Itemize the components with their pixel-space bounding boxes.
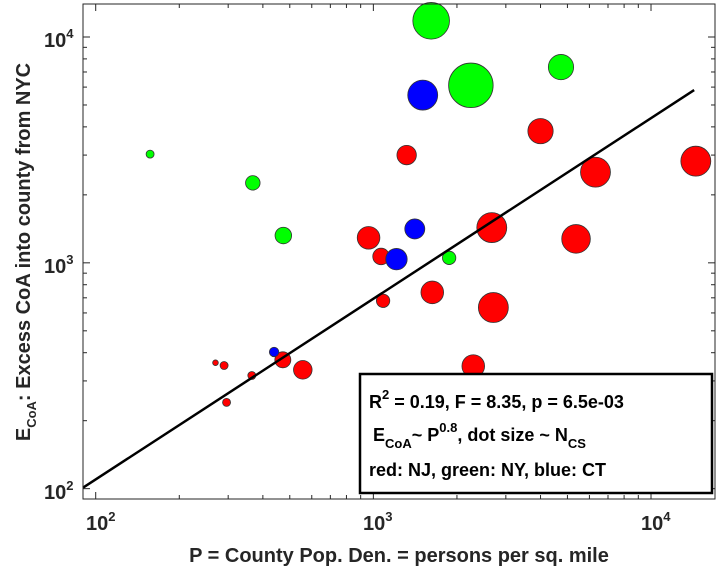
data-point-nj (476, 212, 508, 243)
data-point-nj (396, 144, 417, 166)
data-point-nj (375, 293, 391, 308)
fit-line (82, 89, 695, 489)
y-axis-label: ECoA: Excess CoA into county from NYC (13, 63, 39, 441)
data-point-ct (268, 346, 280, 358)
annotation-line-legend: red: NJ, green: NY, blue: CT (369, 460, 606, 480)
data-point-ny (448, 62, 494, 108)
data-point-ct (407, 79, 439, 111)
x-tick-label-10000: 104 (641, 509, 671, 535)
data-point-nj (680, 145, 712, 177)
stats-annotation: R2 = 0.19, F = 8.35, p = 6.5e-03 ECoA~ P… (358, 372, 714, 495)
data-point-nj (580, 156, 611, 188)
data-point-nj (527, 118, 554, 145)
data-point-ny (274, 226, 293, 245)
annotation-box (358, 372, 714, 495)
y-tick-label-100: 102 (44, 478, 73, 504)
data-point-ny (412, 2, 450, 40)
data-point-nj (477, 292, 509, 323)
annotation-line-stats: R2 = 0.19, F = 8.35, p = 6.5e-03 (369, 387, 624, 412)
y-tick-label-1000: 103 (44, 252, 73, 278)
x-tick-label-1000: 103 (363, 509, 392, 535)
data-point-nj (561, 224, 591, 254)
data-point-ny (145, 149, 155, 159)
x-axis-label: P = County Pop. Den. = persons per sq. m… (189, 545, 609, 567)
data-point-nj (293, 360, 313, 380)
plot-area (82, 2, 712, 489)
ticks (82, 4, 715, 500)
data-point-nj (222, 397, 231, 407)
data-point-nj (420, 280, 444, 305)
axes-frame (82, 3, 716, 500)
data-point-nj (356, 226, 381, 250)
annotation-line-model: ECoA~ P0.8, dot size ~ NCS (373, 420, 586, 451)
data-point-ny (245, 175, 261, 191)
x-tick-label-100: 102 (86, 509, 115, 535)
data-point-ct (404, 218, 426, 240)
data-point-ny (547, 54, 575, 81)
data-point-ct (385, 248, 408, 271)
y-tick-label-10000: 104 (44, 26, 74, 52)
data-point-nj (212, 359, 219, 366)
data-point-nj (219, 361, 229, 370)
data-point-ny (442, 250, 457, 265)
